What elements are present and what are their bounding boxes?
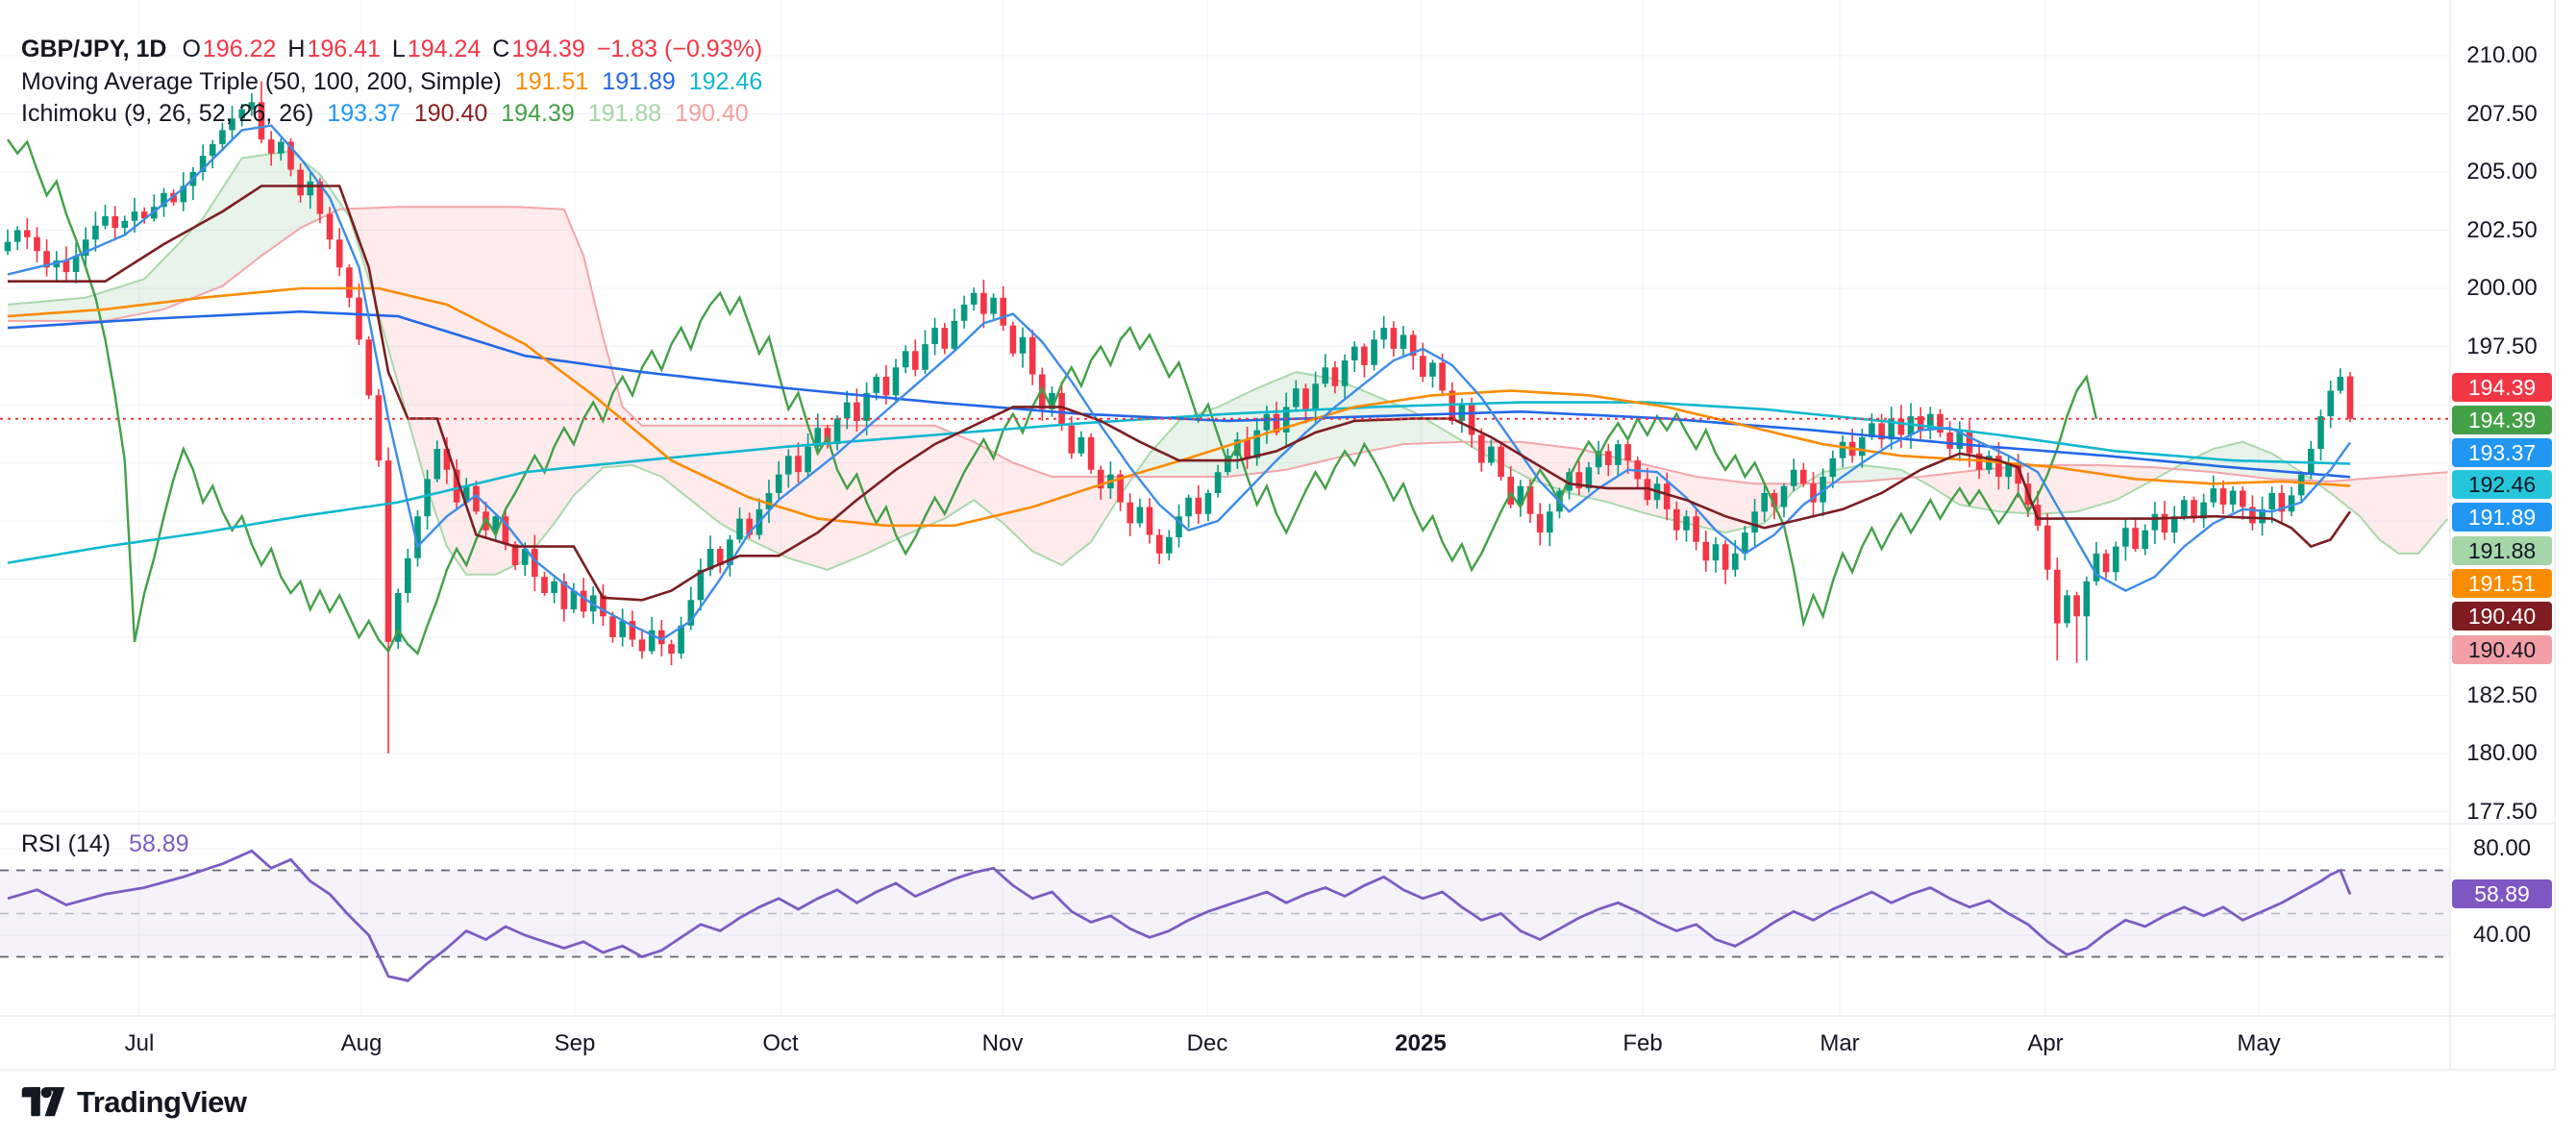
candle-bodies-up xyxy=(4,102,2344,654)
chikou-span-line xyxy=(7,138,2098,656)
senkou-a-line xyxy=(7,150,2449,576)
ichimoku-cloud-bearish xyxy=(349,207,1140,575)
rsi-line xyxy=(7,849,2352,982)
kijun-sen-line xyxy=(8,185,2352,602)
ichimoku-cloud-bullish xyxy=(2174,441,2321,484)
tenkan-sen-line xyxy=(7,124,2351,641)
pane-borders xyxy=(0,0,2556,1071)
ichimoku-cloud-bullish xyxy=(8,151,350,321)
candle-bodies-down xyxy=(24,102,2354,654)
rsi-band xyxy=(0,870,2450,957)
candle-wicks-up xyxy=(7,93,2341,661)
ichimoku-cloud-bearish xyxy=(2320,472,2448,554)
sma-200-line xyxy=(7,401,2351,564)
